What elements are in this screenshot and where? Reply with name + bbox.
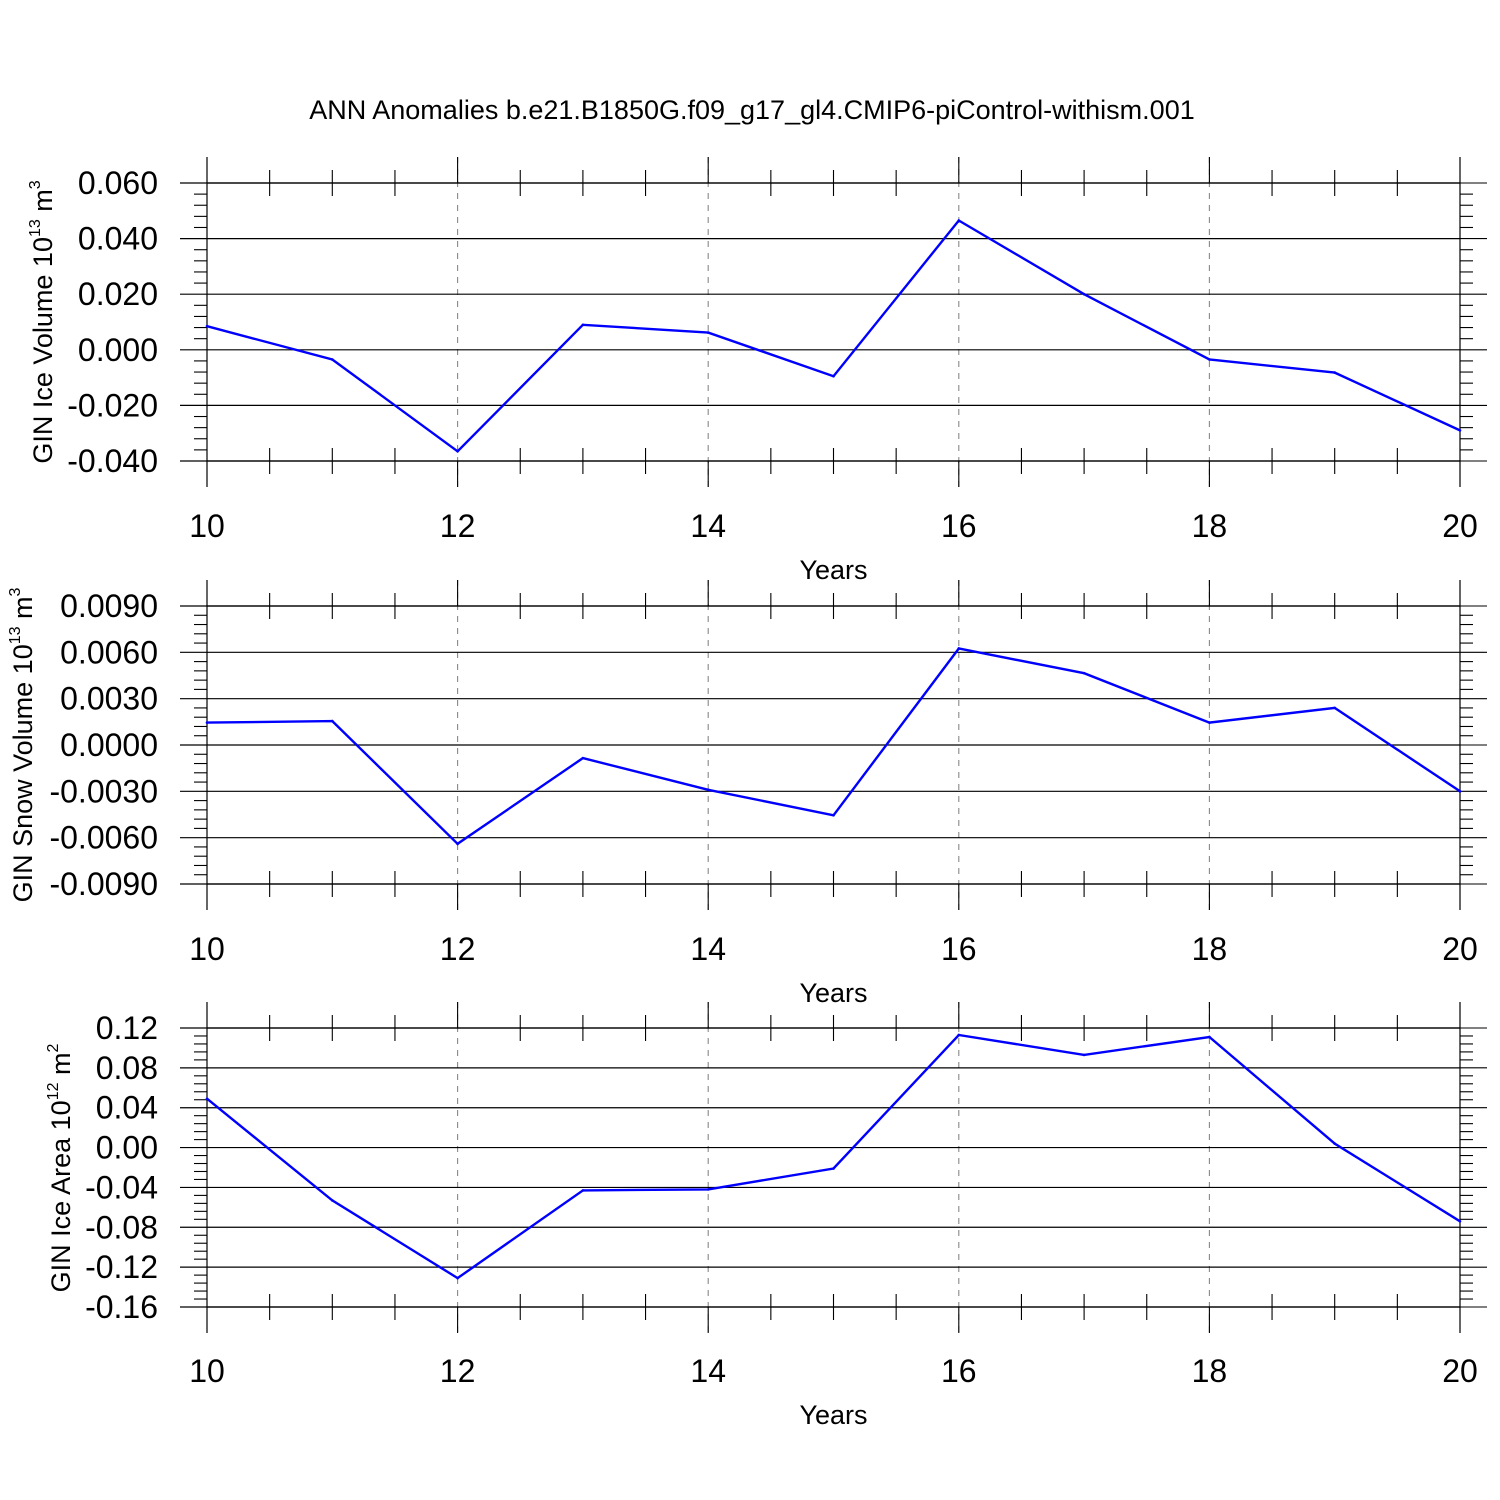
data-point — [1208, 358, 1211, 361]
y-tick-label: -0.0090 — [49, 866, 158, 902]
y-axis-title-part: GIN Snow Volume 10 — [8, 644, 38, 902]
y-tick-label: 0.12 — [96, 1010, 158, 1046]
y-tick-label: 0.060 — [78, 165, 158, 201]
y-axis-title-part: m — [8, 596, 38, 626]
x-tick-label: 18 — [1192, 931, 1228, 967]
y-tick-label: 0.0060 — [60, 634, 158, 670]
x-axis-title: Years — [799, 978, 867, 1008]
chart-panel-3: -0.16 -0.12 -0.08 -0.040.00 0.04 0.08 0.12 10 12… — [45, 1002, 1487, 1430]
data-point — [456, 449, 459, 453]
data-point — [706, 331, 710, 334]
data-point — [832, 374, 835, 378]
chart-panel-1: -0.040 -0.020 0.000 0.020 0.040 0.060 10 12 14 16… — [27, 157, 1487, 585]
y-axis-title-part: m — [46, 1053, 76, 1083]
y-axis-title-superscript: 12 — [45, 1082, 62, 1100]
y-axis-title-part: GIN Ice Area 10 — [46, 1100, 76, 1292]
data-point — [1208, 721, 1211, 724]
x-axis-title: Years — [799, 1400, 867, 1430]
x-tick-label: 12 — [440, 508, 476, 544]
y-tick-label: -0.0030 — [49, 773, 158, 809]
y-tick-label: -0.0060 — [49, 820, 158, 856]
y-tick-label: 0.04 — [96, 1090, 158, 1126]
y-axis-title-superscript: 13 — [27, 219, 44, 237]
data-point — [1458, 429, 1462, 432]
x-tick-label: 16 — [941, 1353, 977, 1389]
data-point — [456, 842, 459, 846]
data-point — [205, 324, 209, 328]
series-line — [206, 218, 1461, 453]
data-point — [581, 1189, 585, 1192]
x-tick-label: 20 — [1442, 1353, 1478, 1389]
data-point — [1208, 1035, 1211, 1039]
y-tick-label: -0.020 — [67, 387, 158, 423]
data-point — [706, 1188, 710, 1191]
x-tick-label: 12 — [440, 1353, 476, 1389]
y-tick-label: -0.08 — [85, 1209, 158, 1245]
data-point — [456, 1276, 459, 1280]
x-tick-label: 18 — [1192, 1353, 1228, 1389]
y-axis-title-superscript: 13 — [7, 626, 24, 644]
y-axis-title: GIN Ice Area 1012 m2 — [45, 1044, 76, 1293]
y-axis-title-superscript: 3 — [7, 587, 24, 596]
data-point — [832, 813, 835, 817]
data-point — [1333, 706, 1336, 710]
series-line — [206, 1033, 1461, 1280]
y-tick-label: 0.000 — [78, 332, 158, 368]
y-axis-title: GIN Ice Volume 1013 m3 — [27, 180, 58, 463]
chart-title: ANN Anomalies b.e21.B1850G.f09_g17_gl4.C… — [309, 95, 1194, 125]
x-tick-label: 14 — [690, 1353, 726, 1389]
y-tick-label: 0.0030 — [60, 681, 158, 717]
data-point — [1333, 1142, 1336, 1145]
x-tick-label: 10 — [189, 1353, 225, 1389]
x-tick-label: 20 — [1442, 931, 1478, 967]
data-point — [1458, 790, 1462, 793]
data-point — [581, 756, 585, 760]
y-tick-label: -0.16 — [85, 1289, 158, 1325]
data-point — [331, 358, 334, 361]
y-axis-title-superscript: 2 — [45, 1044, 62, 1053]
y-tick-label: -0.12 — [85, 1249, 158, 1285]
y-axis-title-superscript: 3 — [27, 180, 44, 189]
y-axis-title-part: m — [28, 189, 58, 219]
data-point — [957, 1033, 961, 1037]
x-tick-label: 10 — [189, 931, 225, 967]
y-tick-label: 0.040 — [78, 221, 158, 257]
data-point — [581, 323, 585, 327]
y-axis-title-part: GIN Ice Volume 10 — [28, 237, 58, 464]
chart-panel-2: -0.0090 -0.0060 -0.0030 0.0000 0.0030 0.0060 0… — [7, 580, 1487, 1008]
data-point — [706, 788, 710, 792]
x-tick-label: 20 — [1442, 508, 1478, 544]
data-point — [957, 219, 961, 222]
x-tick-label: 10 — [189, 508, 225, 544]
y-tick-label: 0.0090 — [60, 588, 158, 624]
y-tick-label: -0.040 — [67, 443, 158, 479]
x-axis-title: Years — [799, 555, 867, 585]
x-tick-label: 16 — [941, 931, 977, 967]
data-point — [205, 721, 209, 724]
y-axis-title: GIN Snow Volume 1013 m3 — [7, 587, 38, 902]
y-tick-label: 0.020 — [78, 276, 158, 312]
y-tick-label: -0.04 — [85, 1169, 158, 1205]
data-point — [832, 1167, 835, 1170]
y-tick-label: 0.00 — [96, 1130, 158, 1166]
y-tick-label: 0.0000 — [60, 727, 158, 763]
panels: -0.040 -0.020 0.000 0.020 0.040 0.060 10 12 14 16… — [7, 157, 1487, 1430]
x-tick-label: 14 — [690, 508, 726, 544]
x-tick-label: 18 — [1192, 508, 1228, 544]
y-tick-label: 0.08 — [96, 1050, 158, 1086]
data-point — [331, 719, 334, 723]
data-point — [1082, 292, 1086, 296]
data-point — [1082, 671, 1086, 675]
data-point — [331, 1199, 334, 1202]
x-tick-label: 14 — [690, 931, 726, 967]
data-point — [1082, 1053, 1086, 1057]
x-tick-label: 16 — [941, 508, 977, 544]
data-point — [1333, 371, 1336, 374]
data-point — [205, 1097, 209, 1101]
x-tick-label: 12 — [440, 931, 476, 967]
data-point — [957, 647, 961, 650]
data-point — [1458, 1220, 1462, 1223]
